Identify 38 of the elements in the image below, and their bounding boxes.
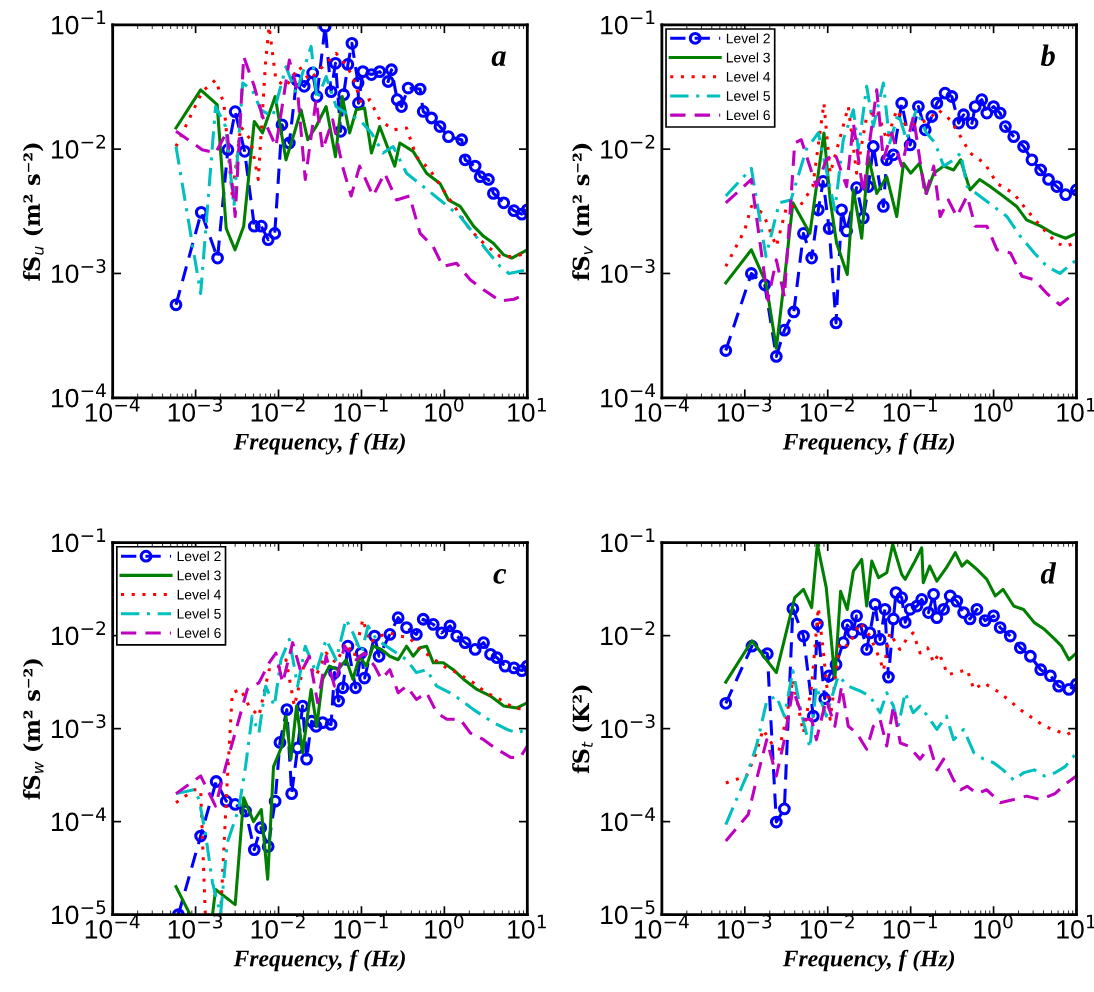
- x-tick-label: 10$^{1}$: [508, 398, 546, 422]
- legend-label: Level 6: [177, 627, 221, 638]
- legend-label: Level 4: [726, 71, 771, 82]
- y-tick-label: 10$^{−4}$: [601, 807, 656, 832]
- legend-label: Level 3: [726, 52, 770, 63]
- y-tick-label: 10$^{−1}$: [601, 528, 655, 553]
- legend-label: Level 4: [177, 589, 221, 600]
- y-tick-label: 10$^{−3}$: [601, 259, 655, 284]
- y-tick-label: 10$^{−1}$: [601, 10, 655, 35]
- annotation: a: [491, 51, 506, 67]
- y-tick-label: 10$^{−4}$: [52, 807, 106, 832]
- y-axis-title: fS$_{t}$ (K²): [572, 685, 593, 774]
- x-tick-label: 10$^{1}$: [508, 914, 546, 939]
- y-tick-label: 10$^{−1}$: [52, 10, 106, 35]
- y-tick-label: 10$^{−3}$: [601, 714, 655, 739]
- y-tick-label: 10$^{−3}$: [52, 259, 106, 284]
- x-axis-title: Frequency, f (Hz): [233, 432, 405, 455]
- y-axis-title: fS$_{u}$ (m² s⁻²): [22, 143, 44, 281]
- legend-label: Level 3: [177, 570, 221, 581]
- y-axis-title: fS$_{w}$ (m² s⁻²): [22, 659, 44, 800]
- y-tick-label: 10$^{−3}$: [52, 714, 106, 739]
- y-axis-title: fS$_{v}$ (m² s⁻²): [572, 143, 593, 281]
- legend-label: Level 5: [726, 90, 770, 101]
- legend-label: Level 2: [726, 33, 770, 44]
- annotation: b: [1040, 44, 1055, 67]
- x-axis-title: Frequency, f (Hz): [782, 432, 955, 455]
- y-tick-label: 10$^{−2}$: [601, 621, 655, 646]
- y-tick-label: 10$^{−2}$: [52, 621, 106, 646]
- y-tick-label: 10$^{−2}$: [52, 134, 106, 159]
- legend-label: Level 5: [177, 608, 221, 619]
- legend-label: Level 2: [177, 550, 221, 562]
- annotation: c: [493, 569, 507, 584]
- annotation: d: [1040, 562, 1057, 584]
- x-axis-title: Frequency, f (Hz): [233, 949, 405, 972]
- y-tick-label: 10$^{−2}$: [601, 134, 655, 159]
- legend-label: Level 6: [726, 109, 770, 121]
- y-tick-label: 10$^{−1}$: [52, 528, 106, 553]
- x-axis-title: Frequency, f (Hz): [782, 949, 955, 972]
